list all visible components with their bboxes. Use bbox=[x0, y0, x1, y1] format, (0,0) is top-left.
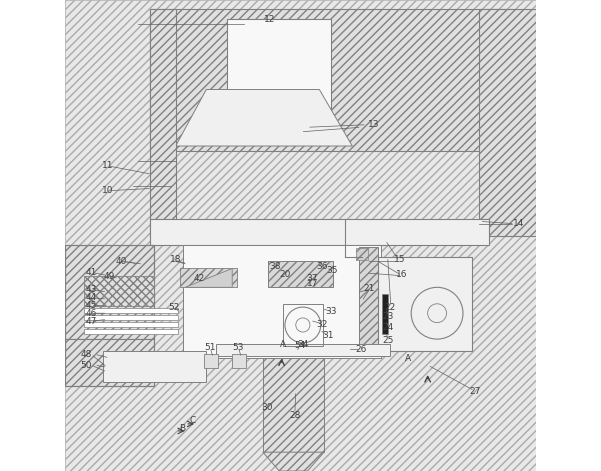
Text: 33: 33 bbox=[325, 307, 337, 317]
Bar bbox=[267, 261, 334, 287]
Text: 37: 37 bbox=[307, 274, 318, 284]
Text: 41: 41 bbox=[85, 268, 97, 277]
Text: 15: 15 bbox=[394, 255, 405, 265]
Text: 40: 40 bbox=[116, 257, 127, 266]
Bar bbox=[65, 339, 154, 386]
Bar bbox=[282, 304, 323, 346]
Text: 30: 30 bbox=[261, 403, 272, 412]
Text: 20: 20 bbox=[279, 269, 291, 279]
Bar bbox=[216, 344, 390, 356]
Text: 42: 42 bbox=[194, 274, 205, 284]
Text: A: A bbox=[279, 340, 285, 349]
Text: 36: 36 bbox=[316, 261, 328, 271]
Bar bbox=[103, 351, 206, 382]
Bar bbox=[84, 315, 178, 320]
Bar bbox=[84, 322, 178, 327]
Bar bbox=[356, 248, 368, 260]
Text: 26: 26 bbox=[355, 345, 367, 354]
Bar bbox=[480, 9, 536, 235]
Bar bbox=[150, 9, 513, 151]
Text: 43: 43 bbox=[85, 285, 97, 294]
Text: 35: 35 bbox=[327, 266, 338, 276]
Text: 49: 49 bbox=[104, 272, 115, 281]
Text: 44: 44 bbox=[85, 293, 97, 302]
Bar bbox=[183, 245, 380, 358]
Text: 16: 16 bbox=[396, 269, 407, 279]
Bar bbox=[65, 245, 154, 339]
Text: 21: 21 bbox=[363, 284, 374, 293]
Text: 18: 18 bbox=[170, 255, 182, 265]
Text: 28: 28 bbox=[289, 411, 300, 420]
Text: 47: 47 bbox=[85, 317, 97, 326]
Bar bbox=[359, 247, 378, 351]
Text: 27: 27 bbox=[469, 387, 480, 397]
Text: 12: 12 bbox=[264, 15, 276, 24]
Text: 24: 24 bbox=[382, 323, 393, 332]
Polygon shape bbox=[175, 89, 352, 146]
Text: 50: 50 bbox=[81, 360, 92, 370]
Text: 17: 17 bbox=[307, 279, 318, 288]
Text: 51: 51 bbox=[204, 343, 216, 352]
Bar bbox=[228, 19, 331, 113]
Bar bbox=[84, 276, 154, 306]
Bar bbox=[180, 268, 237, 287]
Text: A: A bbox=[405, 354, 411, 364]
Text: 23: 23 bbox=[382, 312, 393, 321]
Text: B: B bbox=[178, 424, 185, 433]
Text: 11: 11 bbox=[102, 161, 113, 171]
Text: 10: 10 bbox=[102, 186, 113, 195]
Text: 34: 34 bbox=[297, 340, 308, 349]
Text: 45: 45 bbox=[85, 300, 97, 310]
Text: 22: 22 bbox=[385, 302, 395, 312]
Bar bbox=[263, 358, 324, 452]
Text: 38: 38 bbox=[269, 261, 280, 271]
Bar bbox=[84, 329, 178, 334]
Polygon shape bbox=[185, 268, 232, 287]
Text: 25: 25 bbox=[382, 335, 393, 345]
Bar bbox=[65, 245, 154, 386]
Bar bbox=[232, 354, 246, 368]
Bar bbox=[382, 294, 388, 334]
Text: 13: 13 bbox=[368, 120, 379, 130]
Text: 53: 53 bbox=[233, 343, 244, 352]
Bar bbox=[150, 9, 175, 235]
Text: 52: 52 bbox=[169, 302, 180, 312]
Text: 46: 46 bbox=[85, 309, 97, 318]
Text: 48: 48 bbox=[81, 349, 92, 359]
Text: 31: 31 bbox=[322, 331, 334, 340]
Bar bbox=[378, 257, 472, 351]
Bar bbox=[204, 354, 218, 368]
Bar bbox=[84, 308, 178, 313]
Text: 54: 54 bbox=[294, 341, 305, 350]
Text: C: C bbox=[189, 415, 195, 425]
Polygon shape bbox=[263, 452, 324, 471]
Bar bbox=[267, 261, 334, 287]
Bar bbox=[150, 219, 489, 245]
Text: 14: 14 bbox=[513, 219, 524, 228]
Text: 32: 32 bbox=[316, 319, 328, 329]
